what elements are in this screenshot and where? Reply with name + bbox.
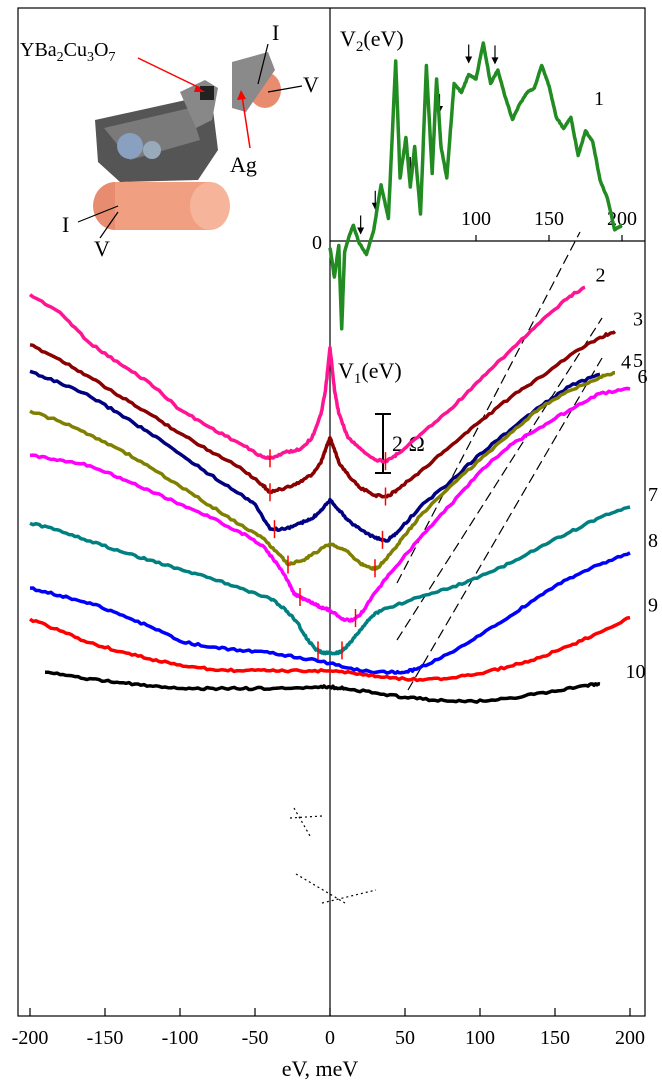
series-label-8: 8	[648, 530, 658, 552]
x-tick-label: 0	[325, 1027, 335, 1049]
x-tick-label: -150	[87, 1027, 124, 1049]
contact-label: Ag	[230, 152, 257, 177]
series-line-8	[29, 551, 631, 675]
fit-lines	[289, 231, 603, 904]
x-axis-label: eV, meV	[282, 1056, 359, 1081]
scale-bar: 2 Ω	[375, 413, 425, 474]
main-y-label: V1(eV)	[338, 358, 402, 387]
series-label-6: 6	[638, 366, 648, 388]
inset-arrow-head	[491, 57, 499, 65]
x-tick-label: -200	[12, 1027, 49, 1049]
series-layer	[28, 285, 631, 704]
material-label: YBa2Cu3O7	[20, 39, 115, 65]
lead-label-i-bottom: I	[62, 212, 69, 237]
series-line-4	[29, 369, 601, 543]
lead-label-v-top: V	[303, 72, 319, 97]
series-label-5: 5	[633, 350, 643, 372]
series-line-10	[45, 670, 601, 704]
series-line-6	[29, 386, 631, 623]
inset-series-label: 1	[594, 88, 604, 110]
x-tick-label: 200	[615, 1027, 645, 1049]
lead-label-v-bottom: V	[94, 236, 110, 261]
series-label-7: 7	[648, 484, 658, 506]
sample-schematic	[77, 43, 303, 239]
x-tick-label: 150	[540, 1027, 570, 1049]
inset-arrow-head	[465, 56, 473, 64]
labels-layer: 2 34 56 7 8 9 10	[596, 264, 659, 683]
series-line-9	[28, 615, 631, 683]
x-tick-label: -50	[242, 1027, 269, 1049]
inset-series-line	[328, 41, 624, 331]
inset-tick-label: 100	[461, 208, 491, 230]
inset-arrow-head	[357, 227, 365, 235]
series-line-5	[29, 371, 616, 572]
series-label-4: 4	[621, 351, 631, 373]
series-line-3	[29, 330, 617, 499]
series-label-3: 3	[633, 309, 643, 331]
series-label-10: 10	[626, 661, 646, 683]
series-line-2	[28, 285, 586, 464]
series-label-9: 9	[648, 595, 658, 617]
x-tick-label: -100	[162, 1027, 199, 1049]
plot-frame	[17, 7, 646, 1017]
inset-zero-label: 0	[312, 232, 322, 254]
markers-layer	[269, 449, 387, 660]
inset-ticks: 100 150 200	[461, 208, 637, 241]
x-axis-ticks: -200 -150 -100 -50 0 50 100 150 200	[12, 1008, 645, 1049]
inset-tick-label: 150	[534, 208, 564, 230]
series-label-2: 2	[596, 264, 606, 286]
lead-label-i-top: I	[272, 20, 279, 45]
inset-y-label: V2(eV)	[340, 26, 404, 55]
series-line-7	[29, 505, 631, 656]
x-tick-label: 50	[395, 1027, 415, 1049]
x-tick-label: 100	[465, 1027, 495, 1049]
